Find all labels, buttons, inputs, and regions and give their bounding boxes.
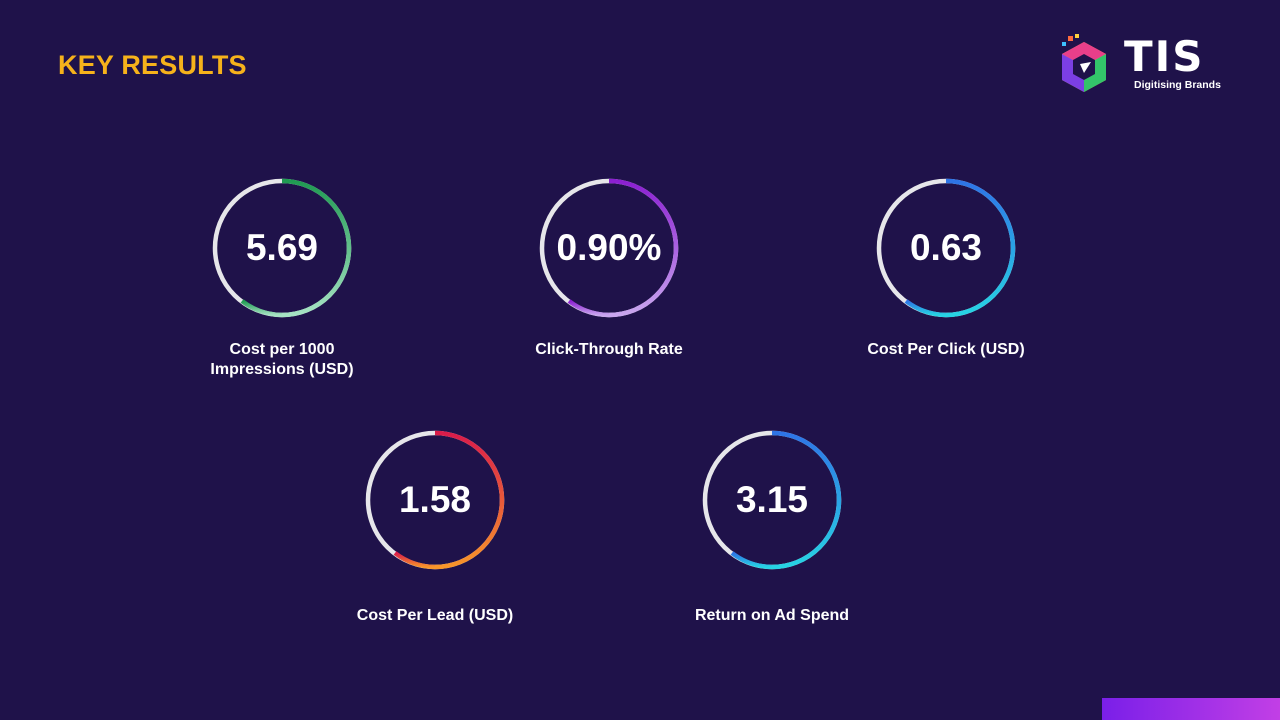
metric-label-line1: Click-Through Rate	[535, 341, 683, 358]
logo-wordmark: TIS	[1124, 32, 1205, 81]
metric-value: 0.90%	[556, 227, 662, 268]
metric-label: Click-Through Rate	[489, 340, 729, 360]
ring-gauge	[702, 430, 842, 570]
ring-gauge	[365, 430, 505, 570]
hexagon-cube-logo-icon	[1062, 34, 1106, 92]
metric-label-line2: Impressions (USD)	[210, 361, 354, 378]
metric-ring: 0.90%	[539, 178, 679, 318]
metric-value: 1.58	[398, 479, 471, 520]
logo-tagline: Digitising Brands	[1134, 79, 1221, 91]
metric-label-line1: Cost per 1000	[229, 341, 335, 358]
metric-roas: 3.15 Return on Ad Spend	[652, 430, 892, 626]
metric-cpl: 1.58 Cost Per Lead (USD)	[315, 430, 555, 626]
ring-gauge	[212, 178, 352, 318]
metric-label: Return on Ad Spend	[652, 606, 892, 626]
corner-accent-bar	[1102, 698, 1280, 720]
metric-label-line1: Cost Per Click (USD)	[867, 341, 1025, 358]
metric-value: 5.69	[245, 227, 318, 268]
metric-ring: 0.63	[876, 178, 1016, 318]
metric-label: Cost per 1000 Impressions (USD)	[162, 340, 402, 380]
ring-gauge	[876, 178, 1016, 318]
metric-ctr: 0.90% Click-Through Rate	[489, 178, 729, 360]
metric-ring: 3.15	[702, 430, 842, 570]
metric-label: Cost Per Click (USD)	[826, 340, 1066, 360]
metric-value: 0.63	[909, 227, 982, 268]
metric-label-line1: Cost Per Lead (USD)	[356, 607, 514, 624]
ring-gauge	[539, 178, 679, 318]
metric-label: Cost Per Lead (USD)	[315, 606, 555, 626]
metric-cpc: 0.63 Cost Per Click (USD)	[826, 178, 1066, 360]
metric-cpm: 5.69 Cost per 1000 Impressions (USD)	[162, 178, 402, 380]
metric-ring: 1.58	[365, 430, 505, 570]
brand-logo: TIS Digitising Brands	[1058, 32, 1238, 96]
metric-value: 3.15	[735, 479, 808, 520]
slide-title: KEY RESULTS	[58, 50, 247, 80]
metric-ring: 5.69	[212, 178, 352, 318]
metric-label-line1: Return on Ad Spend	[694, 607, 850, 624]
